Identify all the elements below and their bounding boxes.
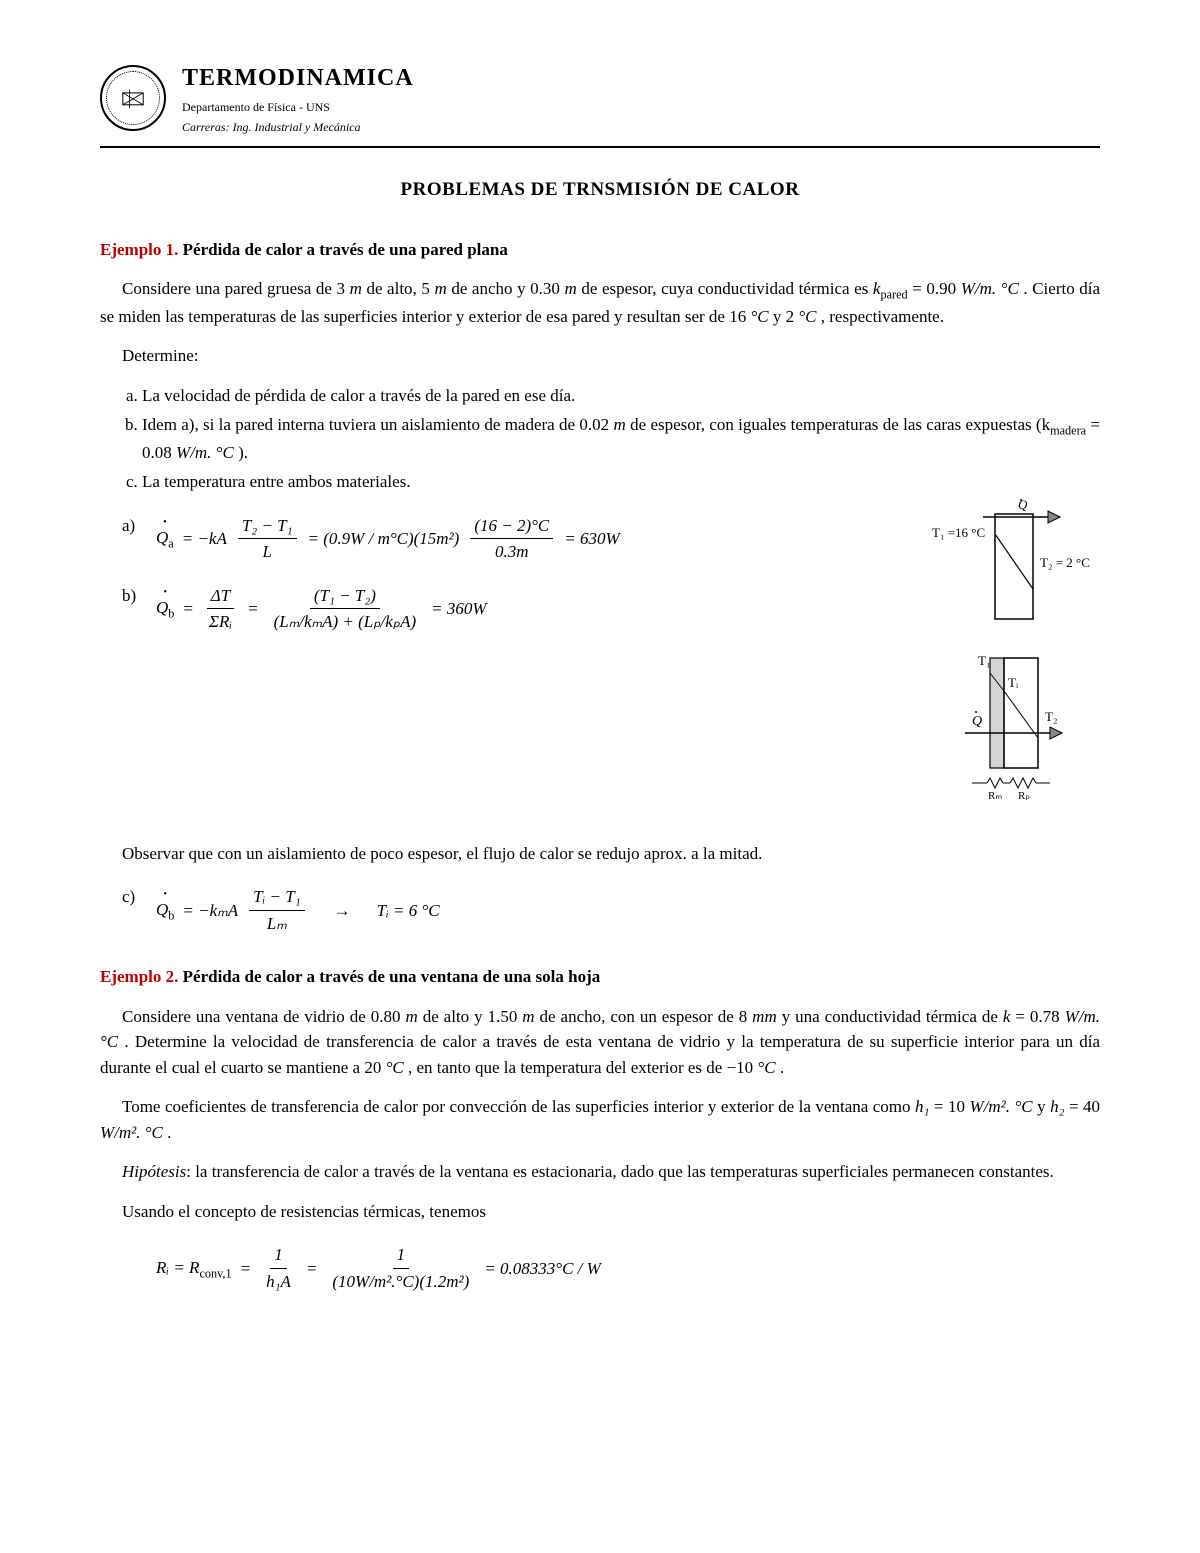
ex1-q-a: La velocidad de pérdida de calor a travé… (142, 383, 1100, 409)
example-1-label: Ejemplo 1. (100, 240, 178, 259)
uns-logo (100, 65, 166, 131)
ex1-observation: Observar que con un aislamiento de poco … (100, 841, 1100, 867)
svg-text:Rₘ: Rₘ (988, 790, 1002, 802)
ex2-usando: Usando el concepto de resistencias térmi… (100, 1199, 1100, 1225)
svg-text:Q: Q (972, 714, 982, 729)
ex1-diagrams: Q T₁ =16 °C T₂ = 2 °C T₁ Tᵢ T₂ Q Rₘ Rₚ (890, 499, 1100, 817)
svg-text:T₂: T₂ (1045, 709, 1057, 724)
ex1-q-b: Idem a), si la pared interna tuviera un … (142, 412, 1100, 465)
ex2-hypothesis: Hipótesis: la transferencia de calor a t… (100, 1159, 1100, 1185)
example-2-title: Pérdida de calor a través de una ventana… (183, 967, 601, 986)
ex1-eq-a: a) Qa = −kA T₂ − T₁L = (0.9W / m°C)(15m²… (100, 513, 878, 565)
ex2-eq: Rᵢ = Rconv,1 = 1h₁A = 1(10W/m².°C)(1.2m²… (100, 1242, 1100, 1294)
department: Departamento de Física - UNS (182, 98, 414, 116)
logo-icon (116, 81, 150, 115)
ex1-questions: La velocidad de pérdida de calor a travé… (100, 383, 1100, 495)
ex2-paragraph-2: Tome coeficientes de transferencia de ca… (100, 1094, 1100, 1145)
example-1-title: Pérdida de calor a través de una pared p… (183, 240, 508, 259)
svg-text:T₂ = 2 °C: T₂ = 2 °C (1040, 555, 1090, 570)
course-title: TERMODINAMICA (182, 60, 414, 96)
ex1-q-c: La temperatura entre ambos materiales. (142, 469, 1100, 495)
diagram-a: Q T₁ =16 °C T₂ = 2 °C (890, 499, 1100, 629)
page-title: PROBLEMAS DE TRNSMISIÓN DE CALOR (100, 176, 1100, 205)
header: TERMODINAMICA Departamento de Física - U… (100, 60, 1100, 148)
svg-text:T₁ =16 °C: T₁ =16 °C (932, 525, 985, 540)
ex1-paragraph-1: Considere una pared gruesa de 3 m de alt… (100, 276, 1100, 329)
example-2-label: Ejemplo 2. (100, 967, 178, 986)
determine-label: Determine: (100, 343, 1100, 369)
header-text: TERMODINAMICA Departamento de Física - U… (182, 60, 414, 136)
ex1-eq-b: b) Qb = ΔTΣRᵢ = (T₁ − T₂)(Lₘ/kₘA) + (Lₚ/… (100, 583, 878, 635)
example-1-heading: Ejemplo 1. Pérdida de calor a través de … (100, 237, 1100, 263)
svg-text:Tᵢ: Tᵢ (1008, 675, 1019, 690)
example-2-heading: Ejemplo 2. Pérdida de calor a través de … (100, 964, 1100, 990)
ex2-paragraph-1: Considere una ventana de vidrio de 0.80 … (100, 1004, 1100, 1081)
ex1-eq-c: c) Qb = −kₘA Tᵢ − T₁Lₘ → Tᵢ = 6 °C (100, 884, 1100, 936)
svg-text:Q: Q (1018, 499, 1028, 512)
diagram-b: T₁ Tᵢ T₂ Q Rₘ Rₚ (890, 643, 1100, 803)
svg-text:Rₚ: Rₚ (1018, 790, 1030, 802)
carreras: Carreras: Ing. Industrial y Mecánica (182, 118, 414, 136)
svg-text:T₁: T₁ (978, 653, 990, 668)
